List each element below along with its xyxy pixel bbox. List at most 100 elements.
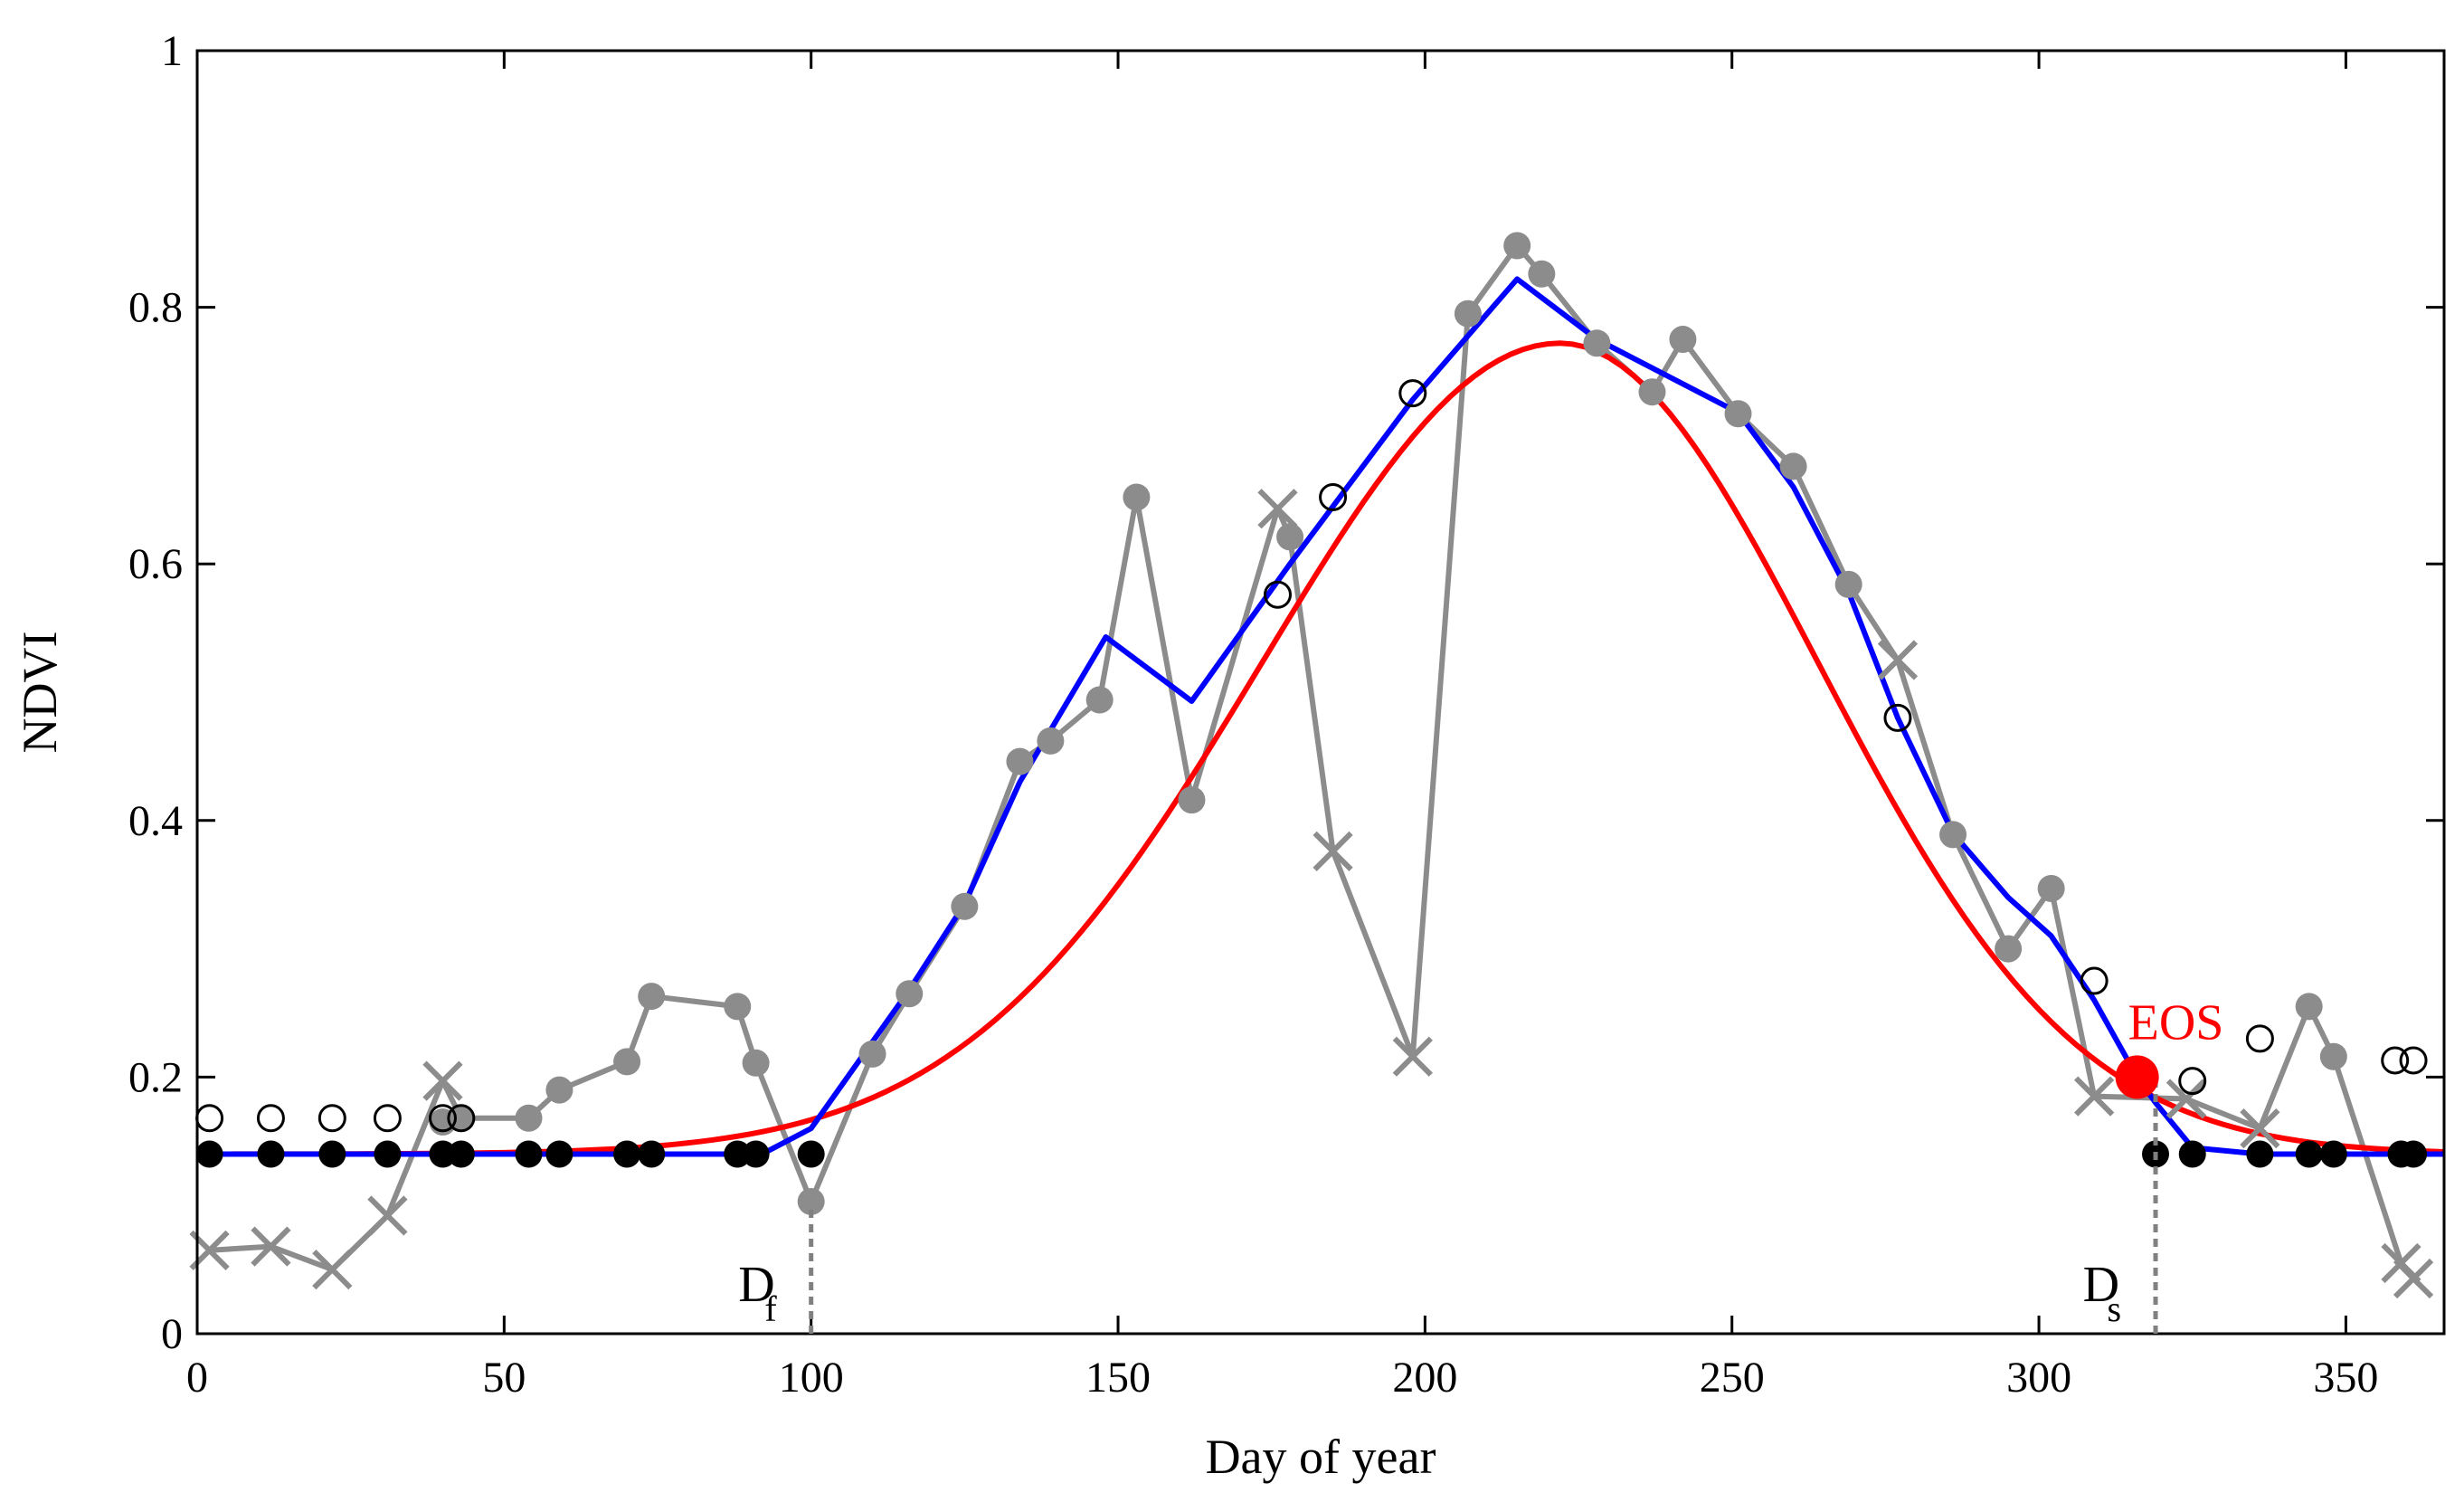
open-circle [1883, 703, 1912, 732]
open-circle [2178, 1067, 2207, 1096]
cloud-x-marker [1392, 1036, 1433, 1077]
open-circle [2245, 1024, 2274, 1053]
marker-subscript: f [764, 1288, 777, 1329]
blue-smooth-line [197, 276, 2444, 1157]
cloud-x-marker [2074, 1076, 2115, 1117]
open-circle [2381, 1046, 2410, 1075]
grey-dot [896, 980, 924, 1008]
ticks-layer: 0 50 100 150 200 250 300 350 0 0.2 0.4 0.6 0.8 1 [128, 27, 2444, 1402]
grey-dot [1995, 935, 2023, 963]
marker-subscript: s [2107, 1288, 2121, 1329]
grey-dot [724, 993, 752, 1021]
grey-dot [2319, 1042, 2347, 1070]
open-circle [1319, 482, 1348, 511]
open-circle [428, 1104, 457, 1133]
y-tick-label: 0.4 [128, 797, 183, 845]
grey-dot [1276, 523, 1304, 551]
cloud-x-marker [312, 1249, 353, 1290]
markers-layer [189, 232, 2434, 1299]
open-circle [373, 1104, 402, 1133]
grey-dot [1037, 727, 1065, 755]
open-circle [195, 1104, 224, 1133]
black-dot [374, 1140, 402, 1168]
plot-frame [195, 49, 2446, 1336]
x-tick-label: 300 [2006, 1354, 2071, 1402]
black-dot [545, 1140, 573, 1168]
y-tick-label: 1 [161, 27, 183, 75]
x-tick-label: 0 [186, 1354, 208, 1402]
open-circle [317, 1104, 346, 1133]
black-dot [257, 1140, 285, 1168]
x-tick-label: 100 [779, 1354, 844, 1402]
grey-dot [1939, 821, 1967, 849]
black-dot [742, 1140, 770, 1168]
grey-dot [1669, 326, 1697, 354]
open-circle [447, 1104, 476, 1133]
grey-dot [1454, 299, 1482, 328]
cloud-x-marker [2165, 1079, 2207, 1119]
cloud-x-marker [367, 1195, 408, 1236]
x-tick-label: 250 [1700, 1354, 1765, 1402]
grey-dot [613, 1048, 641, 1076]
marker-label: D [2083, 1257, 2119, 1313]
cloud-x-marker [422, 1060, 463, 1101]
x-tick-label: 50 [482, 1354, 526, 1402]
black-dot [2178, 1140, 2206, 1168]
eos-point [2115, 1055, 2159, 1099]
cloud-x-marker [2240, 1107, 2280, 1149]
cloud-x-marker [251, 1226, 291, 1267]
marker-label: D [738, 1257, 774, 1313]
black-dot [613, 1140, 641, 1168]
grey-dot [515, 1104, 543, 1132]
black-dot [2295, 1140, 2323, 1168]
grey-dot [1724, 400, 1752, 428]
grey-dot [1006, 747, 1034, 775]
x-tick-label: 350 [2313, 1354, 2378, 1402]
grey-dot [1779, 452, 1807, 480]
cloud-x-marker [2393, 1258, 2434, 1299]
y-axis-title: NDVI [13, 632, 67, 754]
black-dot [2319, 1140, 2347, 1168]
x-axis-title: Day of year [1206, 1430, 1436, 1484]
cloud-x-marker [1313, 831, 1353, 871]
grey-dot [858, 1040, 886, 1068]
black-dot [2246, 1140, 2274, 1168]
black-dot [515, 1140, 543, 1168]
black-dot [447, 1140, 475, 1168]
grey-dot [638, 983, 666, 1011]
x-tick-label: 200 [1392, 1354, 1457, 1402]
grey-dot [2037, 874, 2065, 902]
grey-dot [1085, 686, 1114, 714]
x-tick-label: 150 [1085, 1354, 1151, 1402]
cloud-x-marker [1257, 489, 1298, 529]
y-tick-label: 0 [161, 1310, 183, 1358]
grey-dot [1638, 378, 1666, 406]
black-dot [797, 1140, 825, 1168]
grey-dot [1528, 260, 1556, 288]
open-circle [2399, 1046, 2428, 1075]
grey-dot [1178, 786, 1206, 814]
grey-dot [951, 892, 979, 920]
black-dot [2400, 1140, 2428, 1168]
grey-dot [1583, 329, 1611, 357]
open-circle [1398, 379, 1427, 408]
open-circle [2080, 966, 2109, 995]
black-dot [318, 1140, 346, 1168]
grey-dot [2295, 993, 2323, 1021]
grey-dot [1834, 570, 1862, 598]
grey-dot [545, 1076, 573, 1104]
y-tick-label: 0.6 [128, 540, 183, 588]
y-tick-label: 0.8 [128, 284, 183, 332]
open-circle [256, 1104, 285, 1133]
open-circle [1263, 580, 1292, 609]
eos-label: EOS [2128, 994, 2224, 1050]
y-tick-label: 0.2 [128, 1053, 183, 1101]
grey-dot [742, 1049, 770, 1077]
cloud-x-marker [1877, 640, 1919, 680]
black-dot [638, 1140, 666, 1168]
black-dot [195, 1140, 223, 1168]
grey-dot [1503, 232, 1531, 260]
grey-dot [797, 1187, 825, 1215]
